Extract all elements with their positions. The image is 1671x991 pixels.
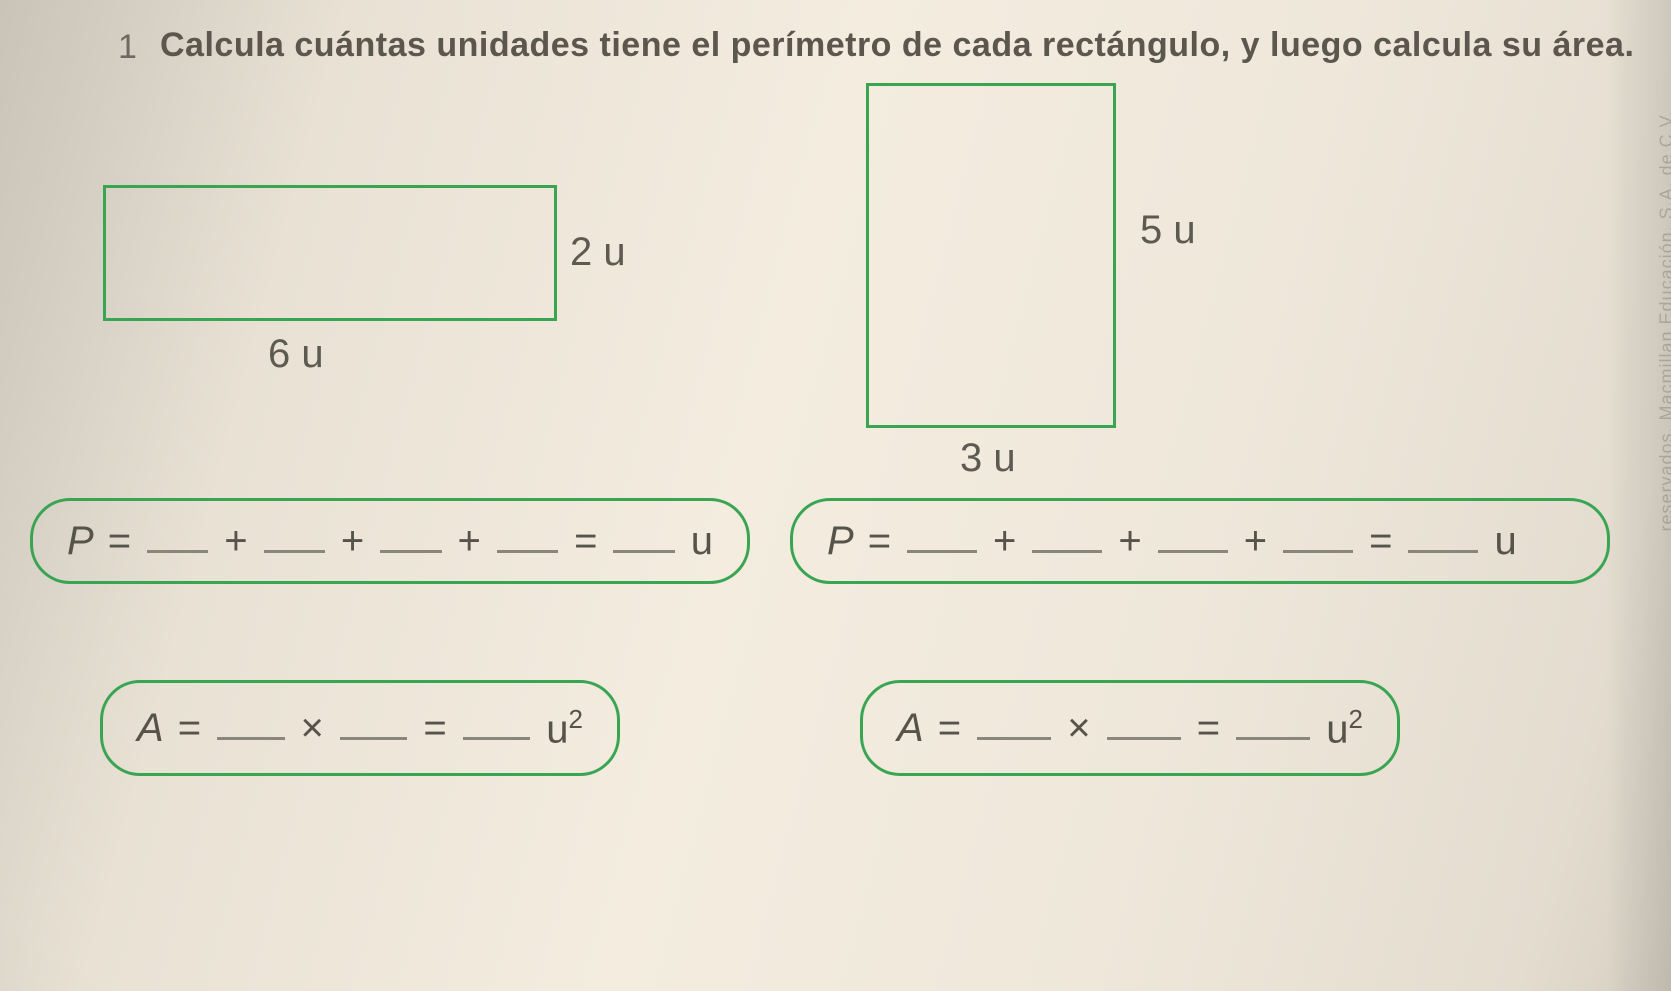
question-text: Calcula cuántas unidades tiene el períme… bbox=[160, 26, 1634, 65]
times-sign: × bbox=[301, 706, 324, 751]
perimeter-result-blank[interactable] bbox=[613, 531, 674, 553]
equals-sign: = bbox=[1369, 519, 1392, 564]
plus-sign: + bbox=[1118, 519, 1141, 564]
perimeter-blank[interactable] bbox=[147, 531, 208, 553]
area-var: A bbox=[897, 706, 924, 751]
publisher-text: reservados. Macmillan Educación, S.A. de… bbox=[1657, 110, 1671, 532]
perimeter-blank[interactable] bbox=[1283, 531, 1353, 553]
unit-u2: u2 bbox=[1326, 704, 1363, 752]
area-blank[interactable] bbox=[1107, 718, 1181, 740]
area-blank[interactable] bbox=[340, 718, 408, 740]
equals-sign: = bbox=[574, 519, 597, 564]
plus-sign: + bbox=[224, 519, 247, 564]
area-blank[interactable] bbox=[977, 718, 1051, 740]
unit-u2-exp: 2 bbox=[569, 704, 583, 734]
equals-sign: = bbox=[108, 519, 131, 564]
perimeter-var: P bbox=[827, 519, 854, 564]
perimeter-result-blank[interactable] bbox=[1408, 531, 1478, 553]
area-formula-right: A = × = u2 bbox=[860, 680, 1400, 776]
equals-sign: = bbox=[868, 519, 891, 564]
equals-sign: = bbox=[178, 706, 201, 751]
unit-u2: u2 bbox=[546, 704, 583, 752]
perimeter-formula-left: P = + + + = u bbox=[30, 498, 750, 584]
equals-sign: = bbox=[1197, 706, 1220, 751]
plus-sign: + bbox=[458, 519, 481, 564]
perimeter-blank[interactable] bbox=[497, 531, 558, 553]
plus-sign: + bbox=[341, 519, 364, 564]
area-result-blank[interactable] bbox=[463, 718, 531, 740]
rectangle-left-width-label: 6 u bbox=[268, 332, 324, 377]
rectangle-right-height-label: 5 u bbox=[1140, 208, 1196, 253]
unit-u2-base: u bbox=[546, 707, 568, 751]
perimeter-blank[interactable] bbox=[264, 531, 325, 553]
plus-sign: + bbox=[993, 519, 1016, 564]
unit-u2-base: u bbox=[1326, 707, 1348, 751]
perimeter-blank[interactable] bbox=[907, 531, 977, 553]
equals-sign: = bbox=[423, 706, 446, 751]
equals-sign: = bbox=[938, 706, 961, 751]
unit-u2-exp: 2 bbox=[1349, 704, 1363, 734]
question-number: 1 bbox=[118, 28, 137, 67]
unit-u: u bbox=[1494, 519, 1516, 564]
rectangle-left-height-label: 2 u bbox=[570, 230, 626, 275]
area-blank[interactable] bbox=[217, 718, 285, 740]
area-formula-left: A = × = u2 bbox=[100, 680, 620, 776]
page-content: Sa 1 Calcula cuántas unidades tiene el p… bbox=[0, 0, 1671, 991]
perimeter-blank[interactable] bbox=[1158, 531, 1228, 553]
unit-u: u bbox=[691, 519, 713, 564]
perimeter-var: P bbox=[67, 519, 94, 564]
plus-sign: + bbox=[1244, 519, 1267, 564]
area-result-blank[interactable] bbox=[1236, 718, 1310, 740]
rectangle-left bbox=[103, 185, 557, 321]
rectangle-right-width-label: 3 u bbox=[960, 436, 1016, 481]
area-var: A bbox=[137, 706, 164, 751]
perimeter-blank[interactable] bbox=[380, 531, 441, 553]
perimeter-blank[interactable] bbox=[1032, 531, 1102, 553]
perimeter-formula-right: P = + + + = u bbox=[790, 498, 1610, 584]
rectangle-right bbox=[866, 83, 1116, 428]
times-sign: × bbox=[1067, 706, 1090, 751]
